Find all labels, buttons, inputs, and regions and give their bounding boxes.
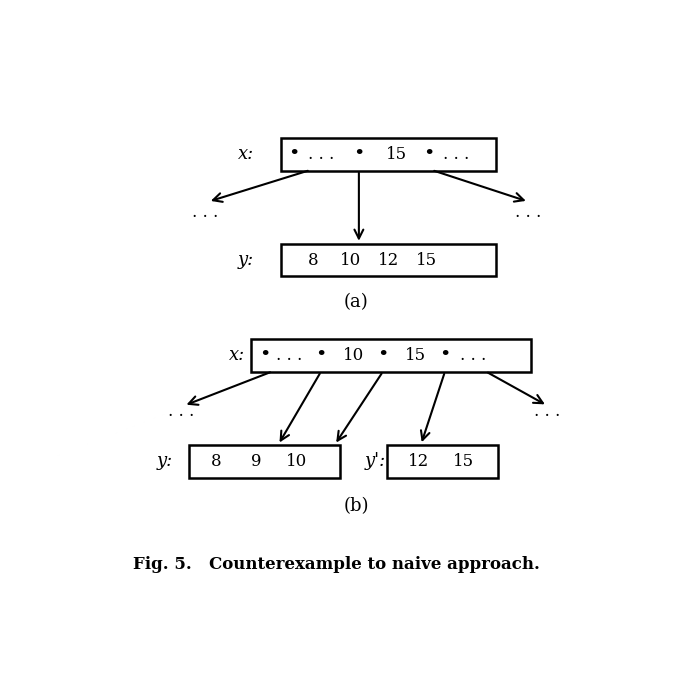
Text: y:: y: <box>238 251 254 269</box>
Text: 8: 8 <box>308 252 318 268</box>
Text: •: • <box>423 145 434 163</box>
Text: 12: 12 <box>407 453 429 470</box>
Text: •: • <box>288 145 300 163</box>
Text: •: • <box>439 346 451 365</box>
Text: (a): (a) <box>344 293 368 312</box>
Text: . . .: . . . <box>516 204 541 221</box>
FancyBboxPatch shape <box>189 445 340 477</box>
Text: •: • <box>316 346 327 365</box>
Text: . . .: . . . <box>193 204 218 221</box>
Text: 10: 10 <box>286 453 308 470</box>
Text: x:: x: <box>238 145 254 163</box>
FancyBboxPatch shape <box>281 138 496 171</box>
Text: x:: x: <box>229 346 245 365</box>
Text: . . .: . . . <box>461 347 486 364</box>
Text: 10: 10 <box>340 252 361 268</box>
Text: . . .: . . . <box>168 402 195 420</box>
Text: 12: 12 <box>378 252 399 268</box>
Text: Fig. 5.   Counterexample to naive approach.: Fig. 5. Counterexample to naive approach… <box>133 556 539 573</box>
FancyBboxPatch shape <box>281 244 496 277</box>
Text: 15: 15 <box>405 347 426 364</box>
FancyBboxPatch shape <box>251 339 531 372</box>
Text: . . .: . . . <box>443 146 469 162</box>
Text: (b): (b) <box>343 497 369 515</box>
FancyBboxPatch shape <box>387 445 498 477</box>
Text: 15: 15 <box>386 146 407 162</box>
Text: 15: 15 <box>416 252 436 268</box>
Text: 8: 8 <box>211 453 222 470</box>
Text: •: • <box>259 346 270 365</box>
Text: 9: 9 <box>252 453 262 470</box>
Text: 15: 15 <box>453 453 475 470</box>
Text: •: • <box>377 346 389 365</box>
Text: 10: 10 <box>343 347 364 364</box>
Text: y':: y': <box>364 452 386 471</box>
Text: y:: y: <box>157 452 173 471</box>
Text: . . .: . . . <box>534 402 561 420</box>
Text: . . .: . . . <box>276 347 302 364</box>
Text: •: • <box>353 145 365 163</box>
Text: . . .: . . . <box>308 146 334 162</box>
